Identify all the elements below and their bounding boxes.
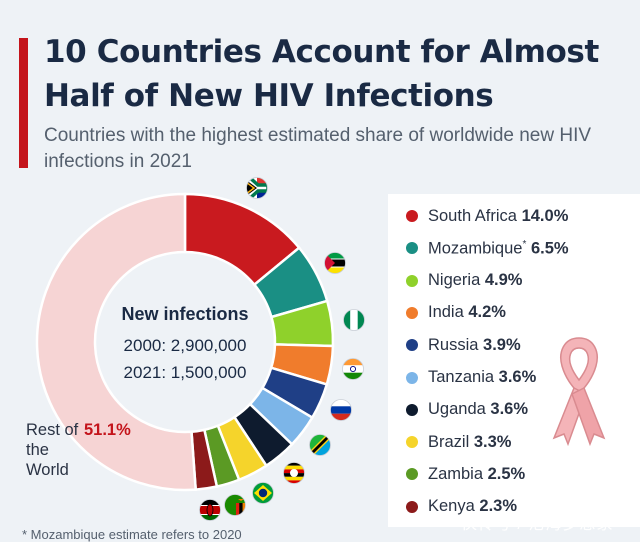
legend-swatch bbox=[406, 242, 418, 255]
legend-value: 3.6% bbox=[498, 368, 537, 386]
legend-label: Nigeria bbox=[428, 271, 481, 290]
flag-tanzania-icon bbox=[309, 433, 332, 456]
legend-value: 14.0% bbox=[521, 206, 569, 225]
center-line-2000: 2000: 2,900,000 bbox=[123, 336, 247, 355]
legend-label: Kenya bbox=[428, 497, 475, 516]
legend-item: India 4.2% bbox=[406, 301, 506, 325]
chart-subtitle: Countries with the highest estimated sha… bbox=[44, 125, 592, 172]
legend-value: 2.3% bbox=[479, 497, 517, 516]
center-title: New infections bbox=[121, 304, 249, 324]
rest-of-world-label: Rest of the World bbox=[26, 421, 79, 479]
legend-swatch bbox=[406, 403, 418, 416]
flag-zambia-icon bbox=[223, 493, 246, 516]
legend-item: Nigeria 4.9% bbox=[406, 269, 522, 293]
legend-value: 4.9% bbox=[484, 271, 523, 290]
flag-south-africa-icon bbox=[246, 177, 269, 200]
flag-india-icon bbox=[341, 357, 364, 380]
awareness-ribbon-icon bbox=[552, 337, 606, 447]
legend-swatch bbox=[406, 274, 418, 287]
legend-item: South Africa 14.0% bbox=[406, 204, 568, 228]
chart-title: 10 Countries Account for Almost Half of … bbox=[44, 34, 599, 114]
legend-item: Uganda 3.6% bbox=[406, 398, 528, 422]
legend-item: Tanzania 3.6% bbox=[406, 366, 536, 390]
flag-brazil-icon bbox=[252, 482, 275, 504]
donut-slice-rest-of-the-world bbox=[35, 192, 198, 492]
flag-uganda-icon bbox=[282, 461, 305, 484]
legend-item: Russia 3.9% bbox=[406, 333, 521, 357]
footnote: * Mozambique estimate refers to 2020 bbox=[22, 527, 242, 542]
legend-value: 2.5% bbox=[487, 464, 526, 483]
legend-label: India bbox=[428, 303, 464, 322]
flag-nigeria-icon bbox=[342, 309, 365, 332]
legend-label: Zambia bbox=[428, 464, 484, 483]
legend-swatch bbox=[406, 436, 418, 449]
legend-label: Mozambique bbox=[428, 239, 523, 258]
flag-kenya-icon bbox=[198, 499, 221, 522]
legend-label: South Africa bbox=[428, 206, 517, 225]
rest-of-world-value: 51.1% bbox=[84, 421, 131, 439]
legend-label: Brazil bbox=[428, 432, 470, 451]
legend-item: Mozambique* 6.5% bbox=[406, 236, 569, 260]
legend-swatch bbox=[406, 468, 418, 481]
legend: South Africa 14.0% Mozambique* 6.5% Nigeri… bbox=[388, 194, 640, 527]
legend-swatch bbox=[406, 306, 418, 319]
title-accent-bar bbox=[19, 38, 28, 168]
legend-swatch bbox=[406, 500, 418, 513]
center-line-2021: 2021: 1,500,000 bbox=[123, 363, 247, 382]
watermark: 伙传号 / 沧海梦想家 bbox=[461, 516, 614, 533]
legend-swatch bbox=[406, 339, 418, 352]
legend-label: Tanzania bbox=[428, 368, 495, 386]
legend-value: 4.2% bbox=[468, 303, 506, 322]
flag-mozambique-icon bbox=[324, 251, 347, 274]
legend-value: 3.3% bbox=[473, 432, 512, 451]
legend-item: Kenya 2.3% bbox=[406, 495, 517, 519]
legend-value: 3.9% bbox=[483, 335, 521, 354]
legend-label: Russia bbox=[428, 335, 479, 354]
legend-swatch bbox=[406, 371, 418, 384]
legend-note: * bbox=[522, 238, 527, 250]
legend-label: Uganda bbox=[428, 400, 486, 419]
legend-item: Brazil 3.3% bbox=[406, 430, 511, 454]
legend-value: 3.6% bbox=[490, 400, 529, 419]
legend-item: Zambia 2.5% bbox=[406, 462, 525, 486]
legend-value: 6.5% bbox=[530, 239, 569, 258]
donut-chart bbox=[35, 192, 335, 492]
legend-swatch bbox=[406, 210, 418, 222]
flag-russia-icon bbox=[329, 399, 352, 422]
